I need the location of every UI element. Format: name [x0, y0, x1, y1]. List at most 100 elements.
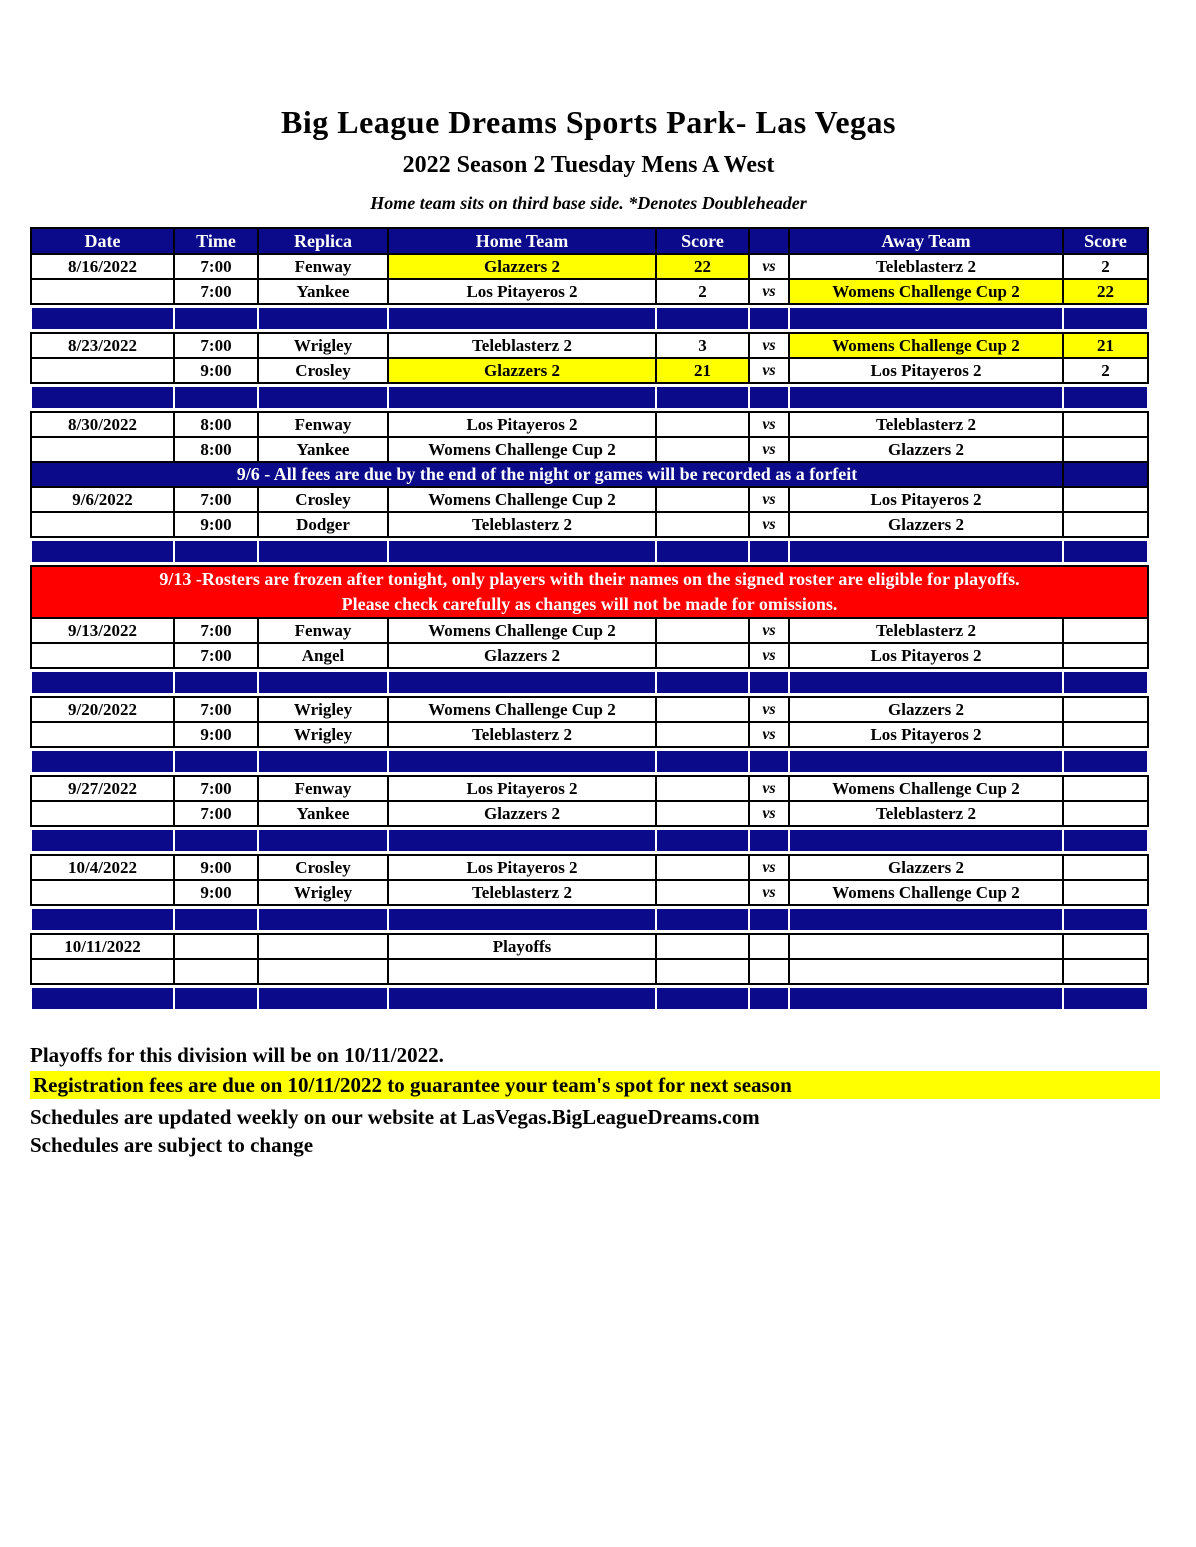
- time-cell: 7:00: [173, 486, 259, 513]
- vs-cell: vs: [748, 721, 790, 748]
- spacer-cell: [258, 383, 388, 412]
- home-score-cell: [655, 411, 750, 438]
- home-score-cell: 22: [655, 253, 750, 280]
- spacer-fill: [259, 672, 387, 693]
- replica-cell: Yankee: [257, 278, 389, 305]
- spacer-cell: [656, 668, 749, 697]
- away-score-cell: [1062, 486, 1149, 513]
- spacer-fill: [750, 541, 788, 562]
- spacer-fill: [259, 751, 387, 772]
- replica-cell: Fenway: [257, 775, 389, 802]
- spacer-fill: [657, 541, 748, 562]
- away-score-cell: [1062, 721, 1149, 748]
- away-team-cell: Womens Challenge Cup 2: [788, 278, 1064, 305]
- home-score-cell: [655, 933, 750, 960]
- away-score-cell: [1062, 958, 1149, 985]
- spacer-cell: [31, 826, 174, 855]
- header-row: Date Time Replica Home Team Score Away Team Sc…: [30, 227, 1149, 255]
- date-cell: 8/23/2022: [30, 332, 175, 359]
- spacer-fill: [389, 308, 655, 329]
- date-cell: [30, 721, 175, 748]
- spacer-fill: [175, 308, 257, 329]
- spacer-row: [31, 905, 1148, 934]
- home-team-cell: Glazzers 2: [387, 253, 657, 280]
- game-row: 9/13/2022 7:00 Fenway Womens Challenge Cup …: [30, 617, 1149, 644]
- home-team-cell: Glazzers 2: [387, 800, 657, 827]
- home-team-cell: Teleblasterz 2: [387, 721, 657, 748]
- spacer-cell: [656, 383, 749, 412]
- spacer-fill: [790, 308, 1062, 329]
- home-score-cell: [655, 879, 750, 906]
- footer-website-line: Schedules are updated weekly on our webs…: [30, 1105, 760, 1129]
- game-row: 7:00 Angel Glazzers 2 vs Los Pitayeros 2: [30, 642, 1149, 669]
- game-row: 7:00 Yankee Glazzers 2 vs Teleblasterz 2: [30, 800, 1149, 827]
- vs-cell: vs: [748, 617, 790, 644]
- spacer-fill: [790, 988, 1062, 1009]
- schedule-table: Date Time Replica Home Team Score Away Team Sc…: [30, 227, 1149, 1012]
- spacer-cell: [789, 537, 1063, 566]
- spacer-cell: [789, 304, 1063, 333]
- home-score-cell: [655, 854, 750, 881]
- replica-cell: Wrigley: [257, 879, 389, 906]
- spacer-row: [31, 304, 1148, 333]
- away-team-cell: Teleblasterz 2: [788, 617, 1064, 644]
- spacer-fill: [32, 751, 173, 772]
- date-cell: [30, 958, 175, 985]
- spacer-row: [31, 984, 1148, 1012]
- spacer-fill: [259, 988, 387, 1009]
- vs-cell: vs: [748, 278, 790, 305]
- vs-cell: vs: [748, 775, 790, 802]
- home-score-cell: [655, 775, 750, 802]
- time-cell: 7:00: [173, 775, 259, 802]
- time-cell: 7:00: [173, 617, 259, 644]
- date-cell: [30, 511, 175, 538]
- vs-cell: vs: [748, 486, 790, 513]
- game-row: 7:00 Yankee Los Pitayeros 2 2 vs Womens Chall…: [30, 278, 1149, 305]
- time-cell: 7:00: [173, 332, 259, 359]
- spacer-cell: [388, 304, 656, 333]
- spacer-cell: [789, 826, 1063, 855]
- replica-cell: Wrigley: [257, 721, 389, 748]
- home-team-cell: Glazzers 2: [387, 357, 657, 384]
- home-team-cell: Los Pitayeros 2: [387, 278, 657, 305]
- spacer-fill: [657, 988, 748, 1009]
- spacer-cell: [656, 537, 749, 566]
- date-cell: 8/16/2022: [30, 253, 175, 280]
- away-team-cell: Teleblasterz 2: [788, 253, 1064, 280]
- game-row: 9/6/2022 7:00 Crosley Womens Challenge Cup …: [30, 486, 1149, 513]
- vs-cell: vs: [748, 436, 790, 463]
- spacer-cell: [1063, 304, 1148, 333]
- home-score-cell: [655, 958, 750, 985]
- spacer-fill: [750, 308, 788, 329]
- away-team-cell: Los Pitayeros 2: [788, 721, 1064, 748]
- notice-row-fees: 9/6 - All fees are due by the end of the…: [30, 461, 1149, 488]
- vs-cell: vs: [748, 332, 790, 359]
- away-score-cell: 2: [1062, 357, 1149, 384]
- time-cell: 9:00: [173, 721, 259, 748]
- spacer-fill: [1064, 387, 1147, 408]
- home-score-cell: [655, 721, 750, 748]
- time-cell: [173, 958, 259, 985]
- away-team-cell: Glazzers 2: [788, 436, 1064, 463]
- spacer-fill: [1064, 308, 1147, 329]
- game-row: [30, 958, 1149, 985]
- away-score-cell: [1062, 800, 1149, 827]
- vs-cell: [748, 958, 790, 985]
- spacer-cell: [31, 747, 174, 776]
- game-row: 9/27/2022 7:00 Fenway Los Pitayeros 2 vs Wome…: [30, 775, 1149, 802]
- vs-cell: vs: [748, 696, 790, 723]
- spacer-fill: [750, 387, 788, 408]
- spacer-cell: [749, 537, 789, 566]
- spacer-cell: [388, 747, 656, 776]
- time-cell: 8:00: [173, 411, 259, 438]
- home-team-cell: [387, 958, 657, 985]
- spacer-cell: [749, 826, 789, 855]
- home-score-cell: [655, 436, 750, 463]
- column-header: Time: [173, 227, 259, 255]
- away-score-cell: [1062, 411, 1149, 438]
- spacer-fill: [175, 988, 257, 1009]
- page-subtitle: 2022 Season 2 Tuesday Mens A West: [402, 152, 775, 178]
- replica-cell: Dodger: [257, 511, 389, 538]
- time-cell: 7:00: [173, 253, 259, 280]
